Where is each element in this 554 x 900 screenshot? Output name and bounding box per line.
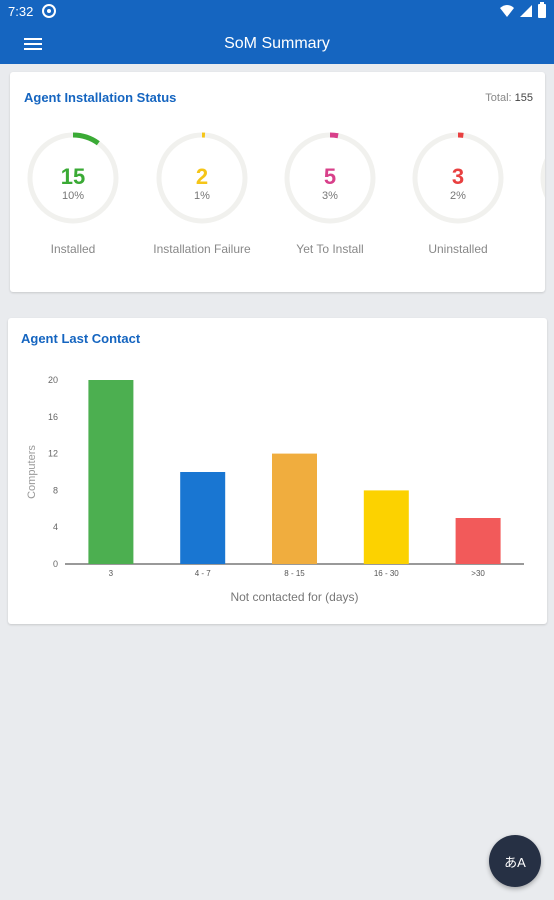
sync-icon <box>42 4 56 18</box>
donut-installation-failure <box>156 132 248 224</box>
last-contact-card: Agent Last Contact 0 4 8 12 16 20 3 4 - 7 8 - 15… <box>8 318 547 624</box>
bar-4 <box>455 518 501 564</box>
y-axis-label: Computers <box>26 445 38 499</box>
stat-installation-failure[interactable]: 2 1% Installation Failure <box>152 132 252 257</box>
stat-label: Installation Failure <box>153 242 251 256</box>
translate-icon: あA <box>504 854 526 870</box>
total-count: Total: 155 <box>485 92 533 104</box>
hamburger-menu-icon[interactable] <box>24 38 42 50</box>
stat-yet-to-install[interactable]: 5 3% Yet To Install <box>280 132 380 257</box>
bar-1 <box>180 472 226 564</box>
stat-partial-next <box>536 132 545 224</box>
status-bar: 7:32 <box>0 0 554 24</box>
y-tick-label: 4 <box>53 522 58 532</box>
page-title: SoM Summary <box>224 35 330 52</box>
bar-3 <box>363 490 409 564</box>
stat-percent: 1% <box>194 190 210 202</box>
last-contact-chart: 0 4 8 12 16 20 3 4 - 7 8 - 15 16 - 30 >30 Not conta… <box>26 375 524 604</box>
stat-label: Installed <box>50 242 96 256</box>
stat-value: 2 <box>195 164 209 189</box>
stat-value: 3 <box>451 164 465 189</box>
total-label: Total: <box>485 92 512 104</box>
x-tick-label: 3 <box>109 569 114 578</box>
stat-installed[interactable]: 15 10% Installed <box>23 132 123 257</box>
battery-icon <box>538 2 546 18</box>
donut-installed <box>27 132 119 224</box>
wifi-icon <box>500 5 514 17</box>
stat-label: Yet To Install <box>296 242 364 256</box>
y-tick-label: 8 <box>53 485 58 495</box>
cellular-icon <box>520 5 532 17</box>
donut-yet-to-install <box>284 132 376 224</box>
status-time: 7:32 <box>8 4 34 19</box>
bar-2 <box>272 453 317 564</box>
donut-uninstalled <box>412 132 504 224</box>
stat-percent: 3% <box>322 190 338 202</box>
stat-value: 15 <box>60 164 86 189</box>
x-tick-label: 16 - 30 <box>374 569 399 578</box>
x-tick-label: >30 <box>471 569 485 578</box>
stat-percent: 10% <box>61 190 85 202</box>
donut-partial <box>540 158 545 198</box>
app-bar: SoM Summary <box>0 24 554 64</box>
installation-status-title: Agent Installation Status <box>24 90 177 105</box>
y-tick-label: 0 <box>53 559 58 569</box>
x-tick-label: 4 - 7 <box>195 569 212 578</box>
y-tick-label: 20 <box>48 375 58 385</box>
stat-label: Uninstalled <box>428 242 488 256</box>
x-axis-label: Not contacted for (days) <box>230 590 358 604</box>
last-contact-title: Agent Last Contact <box>21 331 141 346</box>
bar-0 <box>88 380 134 564</box>
y-tick-label: 16 <box>48 412 58 422</box>
total-value: 155 <box>514 92 533 104</box>
x-tick-label: 8 - 15 <box>284 569 305 578</box>
y-tick-label: 12 <box>48 449 58 459</box>
stat-percent: 2% <box>450 190 466 202</box>
stat-value: 5 <box>323 164 337 189</box>
stat-uninstalled[interactable]: 3 2% Uninstalled <box>408 132 508 257</box>
installation-status-card: Agent Installation Status Total: 155 15 … <box>10 72 545 292</box>
translate-fab-button[interactable]: あA <box>489 835 541 887</box>
